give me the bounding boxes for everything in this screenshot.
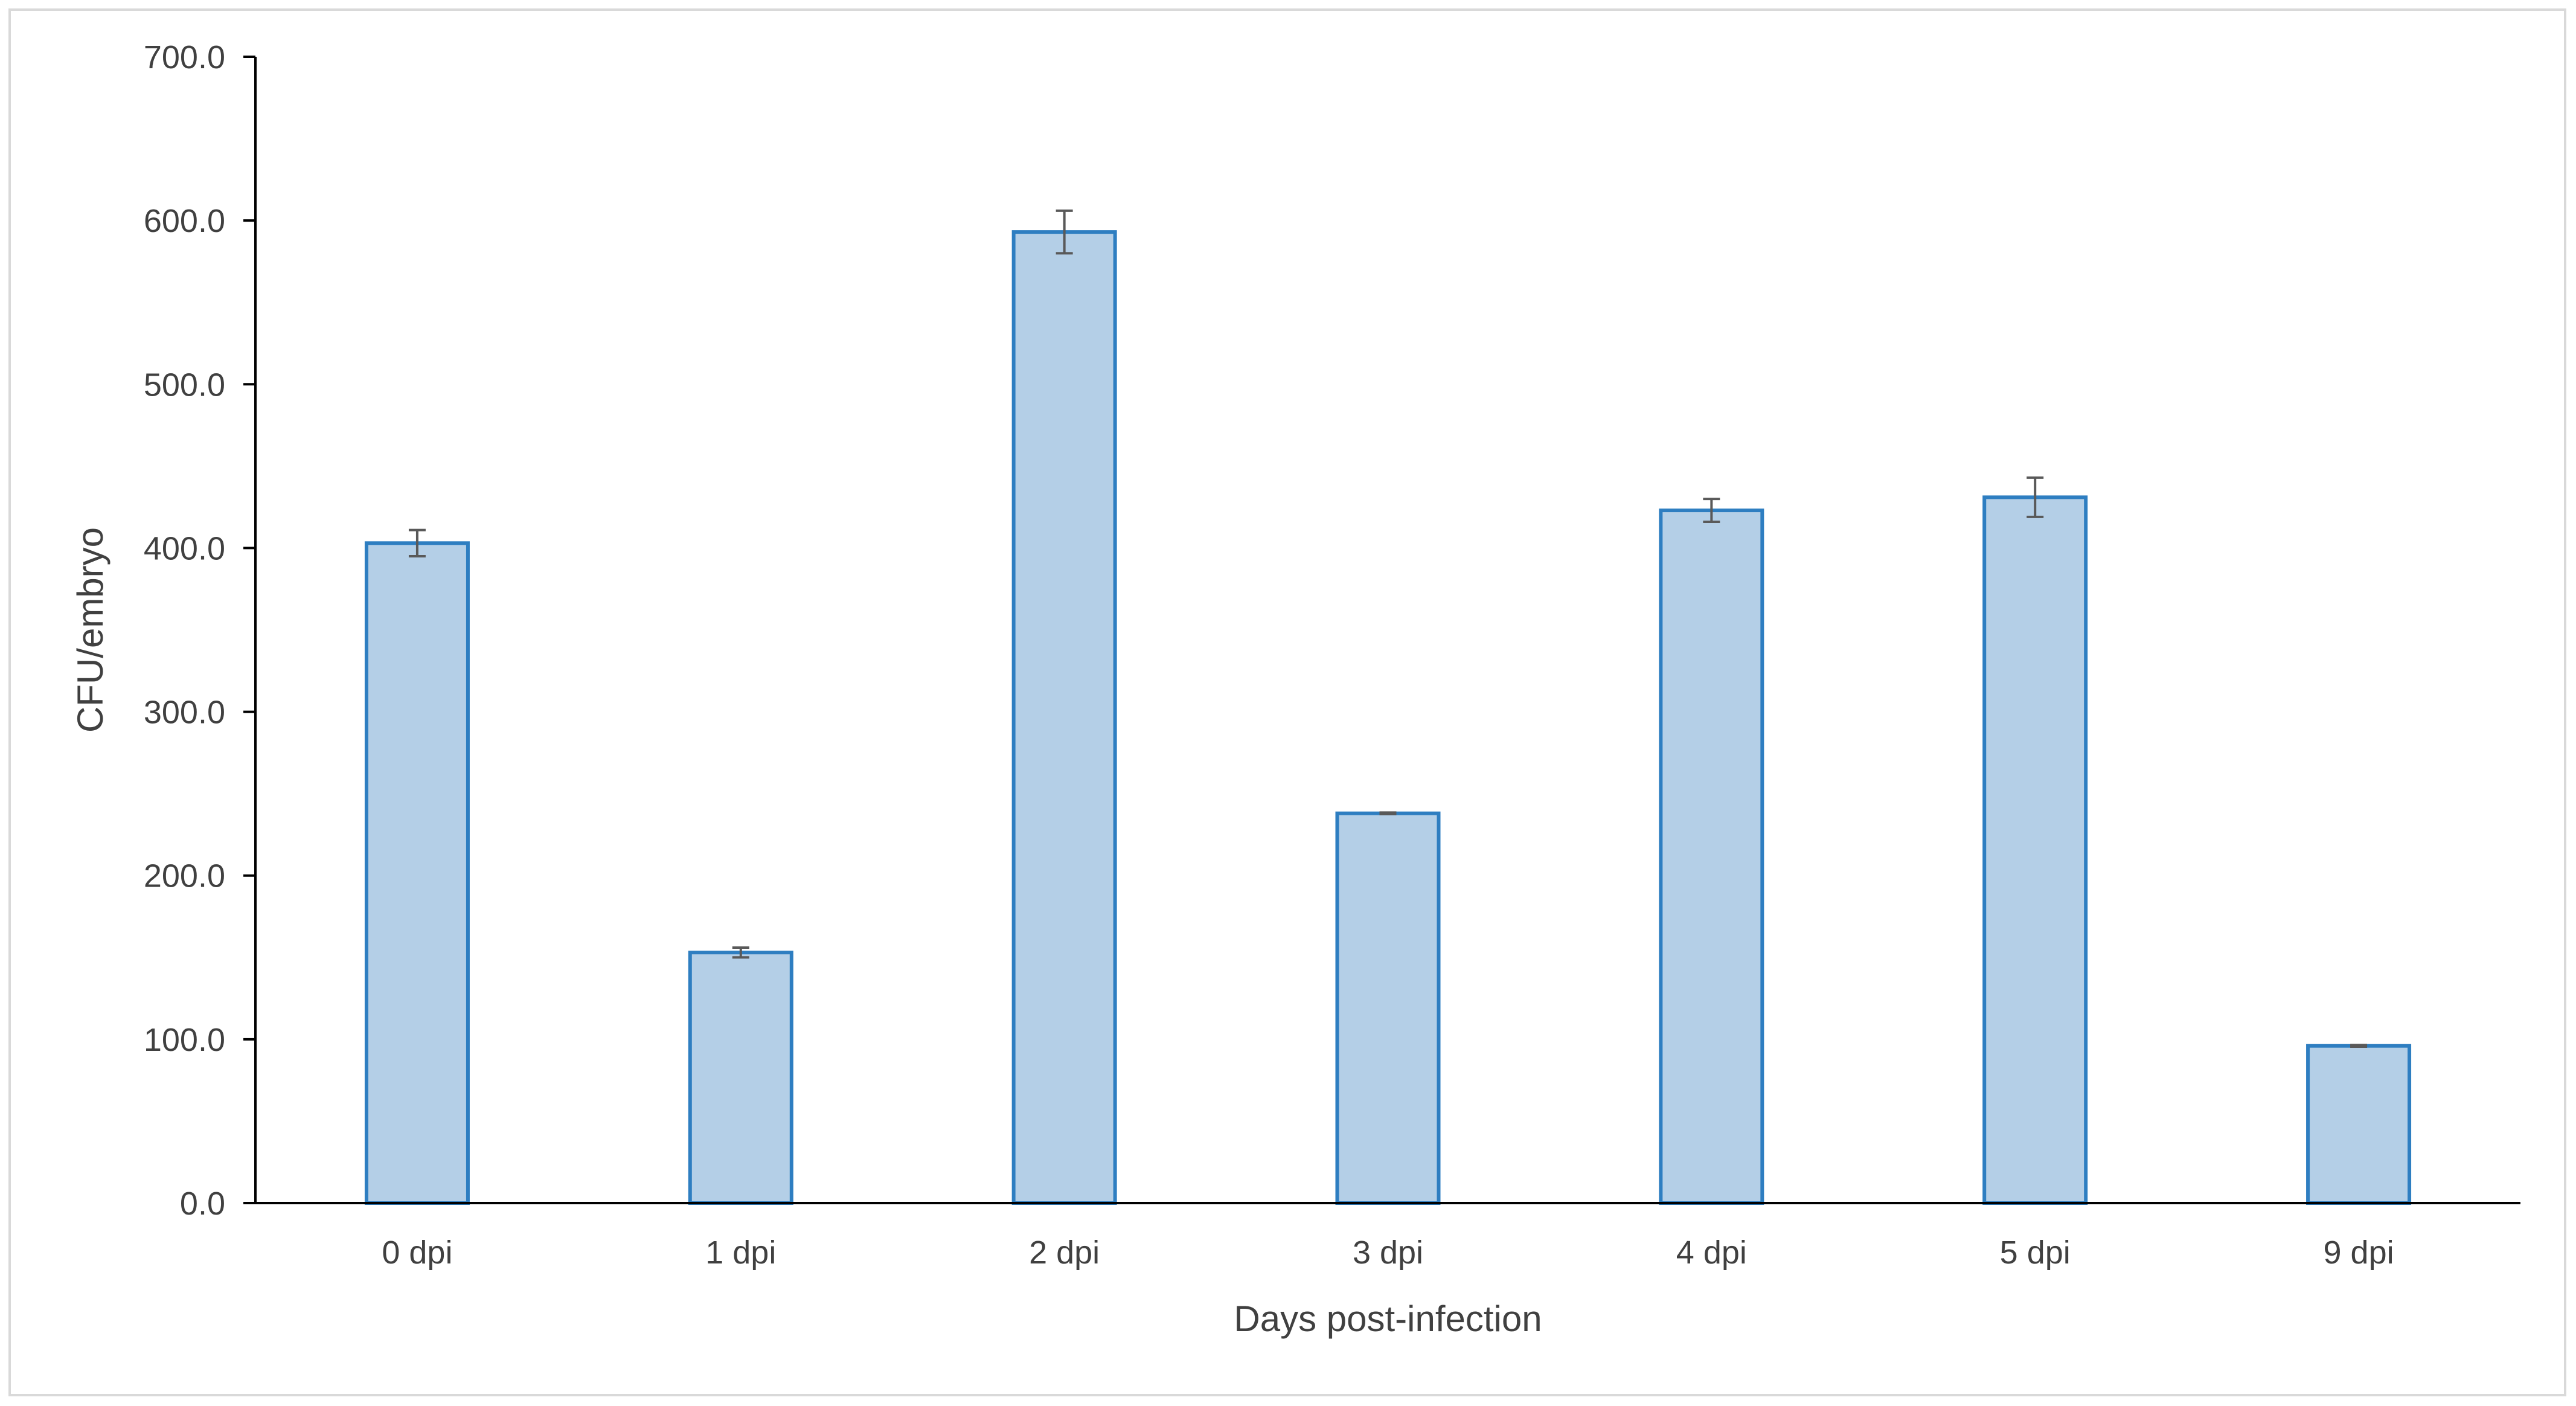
y-tick-label: 400.0 bbox=[144, 530, 225, 567]
bar bbox=[688, 951, 793, 1205]
bar-series bbox=[364, 230, 2412, 1205]
x-tick-label: 5 dpi bbox=[2000, 1234, 2071, 1271]
chart-frame: 0.0 100.0 200.0 300.0 400.0 500.0 600.0 700.0 0… bbox=[8, 8, 2566, 1396]
error-bar bbox=[1379, 811, 1397, 816]
x-tick-label: 3 dpi bbox=[1353, 1234, 1423, 1271]
bar bbox=[364, 541, 470, 1205]
bar bbox=[1011, 230, 1117, 1205]
error-bar bbox=[2027, 476, 2044, 518]
bar-chart: 0.0 100.0 200.0 300.0 400.0 500.0 600.0 700.0 0… bbox=[70, 39, 2520, 1339]
error-bar bbox=[408, 528, 426, 557]
bar bbox=[1335, 811, 1441, 1205]
y-tick-label: 100.0 bbox=[144, 1022, 225, 1058]
x-axis-title: Days post-infection bbox=[1234, 1298, 1542, 1339]
y-axis-title: CFU/embryo bbox=[70, 527, 111, 733]
error-bar bbox=[2350, 1044, 2368, 1048]
x-tick-label: 9 dpi bbox=[2324, 1234, 2394, 1271]
error-bars bbox=[408, 209, 2368, 1048]
y-tick-label: 700.0 bbox=[144, 39, 225, 75]
y-tick-label: 0.0 bbox=[180, 1186, 225, 1222]
x-tick-label: 0 dpi bbox=[382, 1234, 452, 1271]
x-tick-label: 1 dpi bbox=[705, 1234, 776, 1271]
bar bbox=[2306, 1044, 2412, 1205]
y-tick-label: 500.0 bbox=[144, 367, 225, 403]
y-axis-ticks: 0.0 100.0 200.0 300.0 400.0 500.0 600.0 700.0 bbox=[144, 39, 255, 1222]
bar bbox=[1659, 509, 1764, 1205]
y-tick-label: 300.0 bbox=[144, 695, 225, 731]
x-tick-label: 2 dpi bbox=[1029, 1234, 1100, 1271]
error-bar bbox=[732, 946, 749, 959]
bar bbox=[1982, 495, 2088, 1205]
error-bar bbox=[1703, 498, 1720, 524]
x-tick-label: 4 dpi bbox=[1676, 1234, 1747, 1271]
x-axis-tick-labels: 0 dpi 1 dpi 2 dpi 3 dpi 4 dpi 5 dpi 9 dpi bbox=[382, 1234, 2394, 1271]
y-tick-label: 600.0 bbox=[144, 203, 225, 239]
error-bar bbox=[1056, 209, 1073, 255]
y-tick-label: 200.0 bbox=[144, 858, 225, 894]
